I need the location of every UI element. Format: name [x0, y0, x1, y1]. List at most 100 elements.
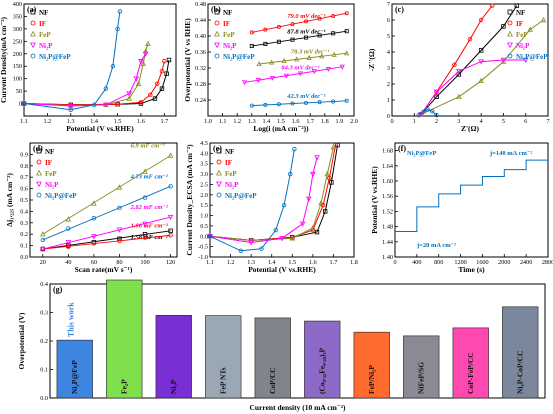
data-point — [66, 226, 71, 231]
bar — [304, 320, 341, 399]
y-tick-label: 7 — [387, 1, 390, 8]
legend-entry: NF — [507, 9, 525, 17]
panel-label: (f) — [398, 144, 406, 153]
legend-label: Ni₂P@FeP — [45, 192, 77, 200]
legend-marker — [216, 148, 222, 154]
slope-annotation: 42.3 mV dec⁻¹ — [286, 93, 325, 100]
data-point — [167, 214, 174, 221]
x-tick-label: 1.7 — [160, 118, 168, 125]
panel-label: (e) — [213, 144, 222, 153]
y-tick-label: 0.4 — [40, 281, 48, 288]
legend-marker — [216, 159, 222, 165]
y-tick-label: 2.5 — [200, 181, 208, 188]
y-tick-label: 150 — [13, 63, 22, 70]
x-tick-label: 2 — [435, 118, 438, 125]
x-tick-label: 2000 — [498, 259, 510, 266]
legend-label: NF — [223, 9, 232, 17]
data-point — [327, 176, 332, 181]
this-work-annotation: This work — [67, 302, 76, 337]
y-tick-label: 0.0 — [200, 233, 208, 240]
x-tick-label: 1600 — [476, 259, 488, 266]
legend-label: NF — [516, 9, 525, 17]
legend-entry: IF — [216, 159, 232, 167]
y-tick-label: -0.5 — [198, 244, 208, 251]
data-point — [168, 233, 173, 238]
data-point — [500, 58, 507, 64]
legend-entry: Ni₂P@FeP — [214, 53, 255, 61]
data-point — [311, 69, 317, 75]
data-point — [292, 147, 297, 152]
data-point — [115, 102, 120, 107]
data-point — [297, 71, 303, 77]
data-point — [263, 41, 268, 46]
x-axis-title: Time (s) — [458, 265, 485, 274]
legend-label: Ni₂P — [223, 42, 237, 50]
legend-label: IF — [39, 20, 46, 28]
slope-annotation: 78.3 mV dec⁻¹ — [291, 49, 329, 56]
x-tick-label: 0 — [393, 259, 396, 266]
data-point — [290, 37, 295, 42]
legend-marker — [214, 30, 220, 37]
panel-label: (b) — [211, 5, 221, 14]
y-tick-label: 3 — [387, 65, 390, 72]
data-point — [126, 91, 132, 97]
data-point — [304, 19, 309, 24]
legend-marker — [30, 30, 36, 37]
x-tick-label: 1.4 — [268, 259, 276, 266]
bar-category-label: CoP-FeP/CC — [466, 352, 475, 394]
y-tick-label: 3.0 — [200, 171, 208, 178]
legend-marker — [214, 20, 220, 26]
slope-annotation: 6.9 mF cm⁻² — [131, 143, 166, 150]
data-point — [207, 234, 213, 239]
data-point — [330, 144, 337, 150]
y-tick-label: 50 — [16, 88, 22, 95]
legend-label: Ni₂P — [516, 42, 530, 50]
data-point — [40, 231, 46, 237]
y-tick-label: 1.60 — [382, 178, 393, 185]
bar-category-label: Ni₂P@FeP — [70, 360, 79, 394]
data-point — [68, 103, 74, 110]
data-point — [490, 3, 495, 8]
data-point — [283, 73, 289, 79]
y-tick-label: 0.3 — [40, 310, 48, 317]
plot-frame — [394, 142, 549, 258]
chart-panel-c: (c) 0 1 2 3 4 5 6 7 -Z''(Ω) 0 1 2 3 4 5 6 7 Z'(Ω) NF IF FeP Ni… — [367, 1, 550, 133]
y-tick-label: 300 — [13, 26, 22, 33]
bar-category-label: CoP/CC — [268, 367, 277, 394]
series-line — [209, 149, 295, 252]
y-tick-label: 0.32 — [195, 65, 206, 72]
chart-panel-d: (d) 0.0 0.1 0.2 0.3 0.4 0.5 0.6 0.7 0.8 0.9 Δj₁.₂₂₅… — [5, 142, 178, 274]
bar-category-label: Ni₂P — [169, 379, 178, 394]
x-tick-label: 1.3 — [247, 259, 255, 266]
legend-entry: FeP — [214, 30, 235, 39]
x-axis-title: Log(i (mA cm⁻²)) — [253, 124, 309, 133]
chart-panel-f: (f) 1.40 1.44 1.48 1.52 1.56 1.60 1.64 1.68 Poten… — [370, 142, 553, 274]
legend-marker — [507, 42, 513, 49]
data-point — [126, 95, 132, 101]
x-axis-title: Current density (10 mA cm⁻²) — [249, 403, 346, 412]
series-line — [23, 11, 121, 111]
y-tick-label: 5 — [387, 33, 390, 40]
data-point — [306, 54, 312, 60]
x-tick-label: 800 — [434, 259, 443, 266]
series-line — [420, 59, 526, 115]
y-tick-label: 0.4 — [20, 208, 28, 215]
bar-category-label: (Co₀.₅₂Fe₀.₄₈)₂P — [317, 347, 326, 394]
data-point — [304, 35, 309, 40]
data-point — [540, 16, 547, 23]
legend-label: IF — [223, 20, 230, 28]
x-tick-label: 1.2 — [227, 259, 235, 266]
legend-entry: NF — [214, 9, 232, 17]
data-point — [259, 246, 264, 251]
series-line — [23, 61, 165, 106]
data-point — [331, 13, 336, 18]
legend-label: FeP — [223, 31, 235, 39]
data-point — [142, 51, 149, 57]
data-point — [168, 228, 173, 233]
bar — [452, 327, 489, 399]
data-point — [116, 184, 123, 190]
x-tick-label: 5 — [502, 118, 505, 125]
data-point — [289, 235, 296, 241]
data-point — [329, 180, 334, 185]
